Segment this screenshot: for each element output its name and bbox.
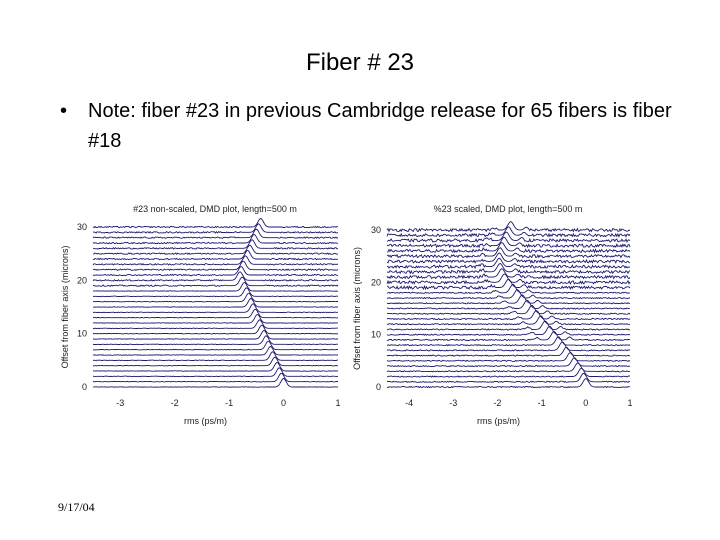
dmd-trace-line	[92, 265, 339, 277]
y-tick-label: 10	[77, 329, 87, 339]
dmd-trace-line	[386, 289, 631, 300]
dmd-trace-line	[387, 330, 631, 342]
dmd-trace-line	[92, 298, 339, 308]
y-tick-label: 20	[77, 275, 87, 285]
dmd-trace-line	[386, 268, 631, 280]
plot-title: #23 non-scaled, DMD plot, length=500 m	[133, 204, 297, 214]
y-axis-label: Offset from fiber axis (microns)	[352, 247, 362, 370]
dmd-trace-line	[386, 236, 631, 249]
dmd-trace-line	[386, 294, 631, 305]
dmd-trace-line	[386, 362, 631, 373]
dmd-trace-line	[386, 247, 631, 259]
dmd-trace-line	[92, 303, 339, 314]
dmd-trace-line	[386, 372, 631, 383]
dmd-trace-line	[92, 324, 339, 335]
bullet-item: • Note: fiber #23 in previous Cambridge …	[60, 96, 680, 156]
dmd-trace-line	[386, 252, 631, 264]
x-axis-label: rms (ps/m)	[184, 416, 227, 426]
right-dmd-plot: %23 scaled, DMD plot, length=500 m010203…	[352, 204, 633, 426]
x-tick-label: -2	[493, 398, 501, 408]
dmd-trace-line	[92, 335, 339, 346]
x-tick-label: -2	[171, 398, 179, 408]
dmd-trace-line	[92, 271, 339, 282]
dmd-trace-line	[386, 284, 631, 294]
dmd-trace-line	[386, 315, 631, 326]
dmd-trace-line	[92, 239, 339, 250]
dmd-trace-line	[92, 255, 339, 266]
dmd-trace-line	[92, 378, 339, 388]
dmd-trace-line	[386, 336, 631, 347]
y-tick-label: 30	[77, 222, 87, 232]
dmd-trace-line	[92, 308, 339, 319]
x-tick-label: 0	[281, 398, 286, 408]
x-tick-label: -1	[538, 398, 546, 408]
dmd-trace-line	[386, 262, 631, 275]
dmd-trace-line	[386, 226, 631, 238]
dmd-trace-line	[92, 356, 339, 367]
x-tick-label: 1	[627, 398, 632, 408]
plot-title: %23 scaled, DMD plot, length=500 m	[434, 204, 583, 214]
x-tick-label: 1	[335, 398, 340, 408]
dmd-trace-line	[386, 304, 631, 315]
bullet-text: Note: fiber #23 in previous Cambridge re…	[88, 100, 672, 152]
y-tick-label: 20	[371, 277, 381, 287]
dmd-trace-line	[92, 244, 339, 256]
dmd-trace-line	[92, 372, 339, 383]
y-axis-label: Offset from fiber axis (microns)	[60, 246, 70, 369]
dmd-trace-line	[386, 273, 631, 285]
dmd-trace-line	[92, 228, 339, 239]
dmd-trace-line	[93, 292, 339, 303]
x-tick-label: -4	[405, 398, 413, 408]
x-axis-label: rms (ps/m)	[477, 416, 520, 426]
dmd-trace-line	[93, 250, 338, 261]
x-tick-label: -1	[225, 398, 233, 408]
dmd-trace-line	[92, 345, 339, 356]
dmd-trace-line	[386, 351, 631, 363]
y-tick-label: 0	[82, 382, 87, 392]
dmd-trace-line	[386, 341, 631, 352]
dmd-trace-line	[386, 221, 631, 233]
bullet-dot: •	[60, 100, 68, 122]
dmd-trace-line	[92, 340, 338, 351]
dmd-trace-line	[386, 378, 630, 389]
x-tick-label: -3	[449, 398, 457, 408]
dmd-trace-line	[386, 257, 631, 270]
dmd-trace-line	[386, 320, 631, 331]
dmd-trace-line	[92, 319, 338, 330]
left-dmd-plot: #23 non-scaled, DMD plot, length=500 m 0 1…	[60, 204, 341, 426]
dmd-trace-line	[92, 233, 339, 245]
dmd-trace-line	[92, 367, 339, 378]
y-tick-label: 10	[371, 330, 381, 340]
dmd-trace-line	[386, 231, 631, 243]
dmd-trace-line	[92, 287, 339, 298]
dmd-trace-line	[93, 313, 338, 324]
dmd-trace-line	[93, 330, 339, 340]
dmd-trace-line	[92, 281, 338, 292]
dmd-trace-line	[386, 367, 630, 378]
dmd-trace-line	[386, 357, 631, 368]
dmd-trace-line	[92, 351, 338, 362]
footer-date: 9/17/04	[58, 500, 95, 514]
dmd-trace-line	[92, 362, 339, 372]
dmd-trace-line	[93, 276, 339, 287]
y-tick-label: 0	[376, 382, 381, 392]
dmd-trace-line	[92, 217, 338, 229]
dmd-trace-line	[386, 325, 631, 336]
x-tick-label: 0	[583, 398, 588, 408]
slide-title: Fiber # 23	[305, 49, 415, 76]
dmd-trace-line	[92, 223, 339, 234]
dmd-trace-line	[386, 299, 631, 310]
dmd-trace-line	[92, 260, 339, 271]
dmd-trace-line	[386, 346, 631, 357]
x-tick-label: -3	[116, 398, 124, 408]
dmd-trace-line	[386, 242, 631, 254]
y-tick-label: 30	[371, 225, 381, 235]
dmd-trace-line	[386, 310, 631, 321]
